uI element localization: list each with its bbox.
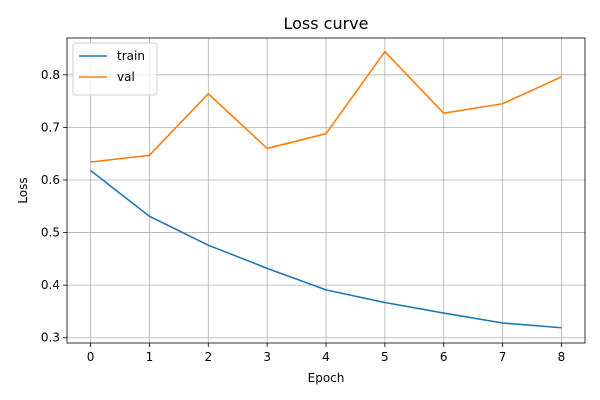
y-tick-label: 0.7 <box>41 120 60 134</box>
x-tick-label: 0 <box>87 350 95 364</box>
legend-label-val: val <box>117 70 135 84</box>
x-tick-label: 2 <box>204 350 212 364</box>
y-tick-label: 0.6 <box>41 173 60 187</box>
x-axis-ticks: 0 1 2 3 4 5 6 7 8 <box>87 343 566 364</box>
legend-items: train val <box>79 49 145 84</box>
y-axis-label: Loss <box>16 177 30 203</box>
y-tick-label: 0.4 <box>41 278 60 292</box>
x-tick-label: 7 <box>499 350 507 364</box>
y-axis-ticks: 0.3 0.4 0.5 0.6 0.7 0.8 <box>41 68 67 345</box>
x-tick-label: 3 <box>263 350 271 364</box>
x-tick-label: 1 <box>146 350 154 364</box>
x-tick-label: 5 <box>381 350 389 364</box>
x-tick-label: 8 <box>558 350 566 364</box>
legend: train val <box>72 42 158 96</box>
series-line-val <box>90 50 562 163</box>
x-tick-label: 4 <box>322 350 330 364</box>
y-tick-label: 0.3 <box>41 331 60 345</box>
series-layer <box>90 50 562 329</box>
legend-label-train: train <box>117 49 145 63</box>
y-tick-label: 0.8 <box>41 68 60 82</box>
grid <box>67 38 585 343</box>
y-tick-label: 0.5 <box>41 226 60 240</box>
x-tick-label: 6 <box>440 350 448 364</box>
chart-title: Loss curve <box>283 14 368 33</box>
x-axis-label: Epoch <box>308 371 345 385</box>
series-line-train <box>90 169 562 329</box>
